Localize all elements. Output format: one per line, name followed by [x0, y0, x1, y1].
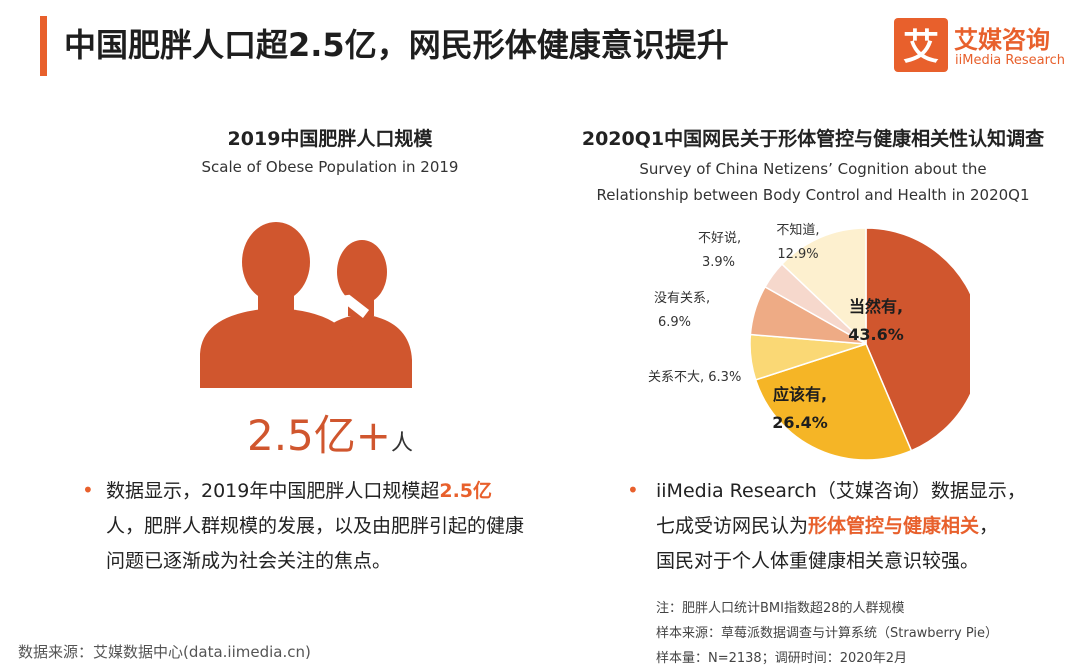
logo-name-cn: 艾媒咨询 [954, 26, 1050, 54]
page-title: 中国肥胖人口超2.5亿，网民形体健康意识提升 [64, 26, 729, 64]
pie-label-3: 没有关系, [654, 291, 710, 306]
pie-slice-5 [780, 227, 867, 346]
pie-value-label-1: 26.4% [772, 413, 828, 432]
left-desc-highlight: 2.5亿 [439, 480, 493, 502]
brand-logo: 艾 艾媒咨询 iiMedia Research [894, 18, 1066, 74]
pie-value-label-4: 3.9% [702, 255, 735, 270]
pie-label-1: 应该有, [773, 385, 827, 404]
right-desc-highlight: 形体管控与健康相关 [808, 515, 980, 537]
logo-name-en: iiMedia Research [955, 53, 1066, 68]
pie-slice-1 [754, 343, 913, 461]
big-number: 2.5亿+ [246, 411, 391, 460]
pie-label-0: 当然有, [849, 297, 903, 316]
left-panel-subtitle: Scale of Obese Population in 2019 [201, 158, 459, 176]
right-desc-line2-before: 七成受访网民认为 [656, 515, 809, 537]
logo-mark-icon: 艾 [894, 18, 948, 72]
right-desc-line1: iiMedia Research（艾媒咨询）数据显示， [656, 480, 1026, 502]
right-bullet-icon: • [627, 478, 639, 502]
cognition-pie-chart: 当然有, 43.6% 应该有, 26.4% 关系不大, 6.3% 没有关系, 6.9% 不好说… [648, 222, 970, 461]
note-sample-source: 样本来源：草莓派数据调查与计算系统（Strawberry Pie） [656, 626, 998, 641]
pie-value-label-0: 43.6% [848, 325, 904, 344]
pie-label-4: 不好说, [698, 231, 741, 246]
right-panel-subtitle-line2: Relationship between Body Control and He… [596, 186, 1030, 204]
right-panel-title: 2020Q1中国网民关于形体管控与健康相关性认知调查 [581, 128, 1045, 150]
note-bmi: 注：肥胖人口统计BMI指数超28的人群规模 [656, 601, 905, 616]
right-desc-line2: 七成受访网民认为形体管控与健康相关， [656, 509, 1076, 544]
pie-slice-0 [865, 227, 970, 452]
right-panel-description: iiMedia Research（艾媒咨询）数据显示， 七成受访网民认为形体管控… [656, 474, 1076, 579]
pie-value-label-3: 6.9% [658, 315, 691, 330]
left-desc-part2: 人，肥胖人群规模的发展，以及由肥胖引起的健康问题已逐渐成为社会关注的焦点。 [106, 515, 525, 572]
left-bullet-icon: • [82, 478, 94, 502]
logo-mark-text: 艾 [903, 27, 939, 68]
right-panel-subtitle-line1: Survey of China Netizens’ Cognition abou… [639, 160, 987, 178]
obese-population-figure: 2.5亿+人 [160, 402, 500, 463]
right-desc-line2-after: ， [979, 515, 999, 537]
pie-value-label-5: 12.9% [777, 247, 818, 262]
left-panel-description: 数据显示，2019年中国肥胖人口规模超2.5亿人，肥胖人群规模的发展，以及由肥胖… [106, 474, 526, 579]
people-icon [200, 222, 412, 388]
pie-label-5: 不知道, [776, 222, 819, 238]
pie-label-2: 关系不大, 6.3% [648, 370, 741, 385]
left-panel-title: 2019中国肥胖人口规模 [227, 128, 433, 150]
footer-data-source: 数据来源：艾媒数据中心(data.iimedia.cn) [18, 643, 311, 661]
left-desc-part1: 数据显示，2019年中国肥胖人口规模超 [106, 480, 440, 502]
right-desc-line3: 国民对于个人体重健康相关意识较强。 [656, 550, 980, 572]
note-sample-size: 样本量：N=2138；调研时间：2020年2月 [656, 651, 908, 666]
title-accent-bar [40, 16, 47, 76]
big-number-unit: 人 [390, 431, 413, 456]
